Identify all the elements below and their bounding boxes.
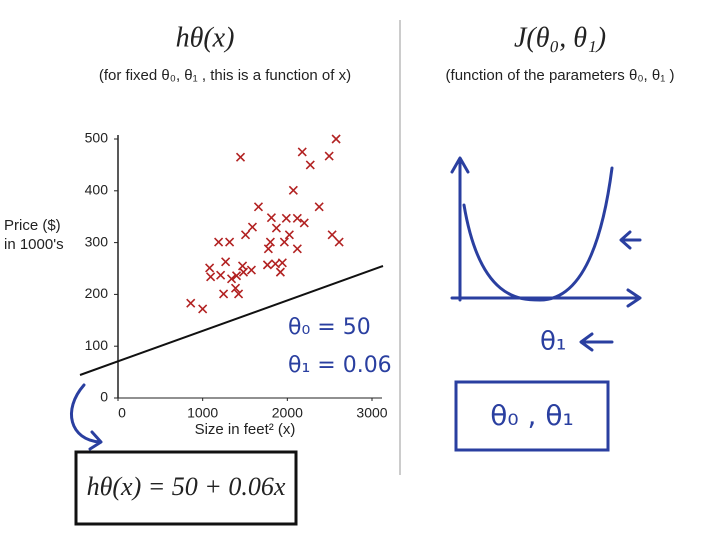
data-point bbox=[253, 202, 264, 212]
hypothesis-equation: hθ(x) = 50 + 0.06x bbox=[87, 472, 286, 501]
y-tick-label: 300 bbox=[85, 233, 109, 249]
data-point bbox=[292, 244, 302, 254]
data-point bbox=[230, 283, 241, 293]
y-tick-label: 500 bbox=[85, 130, 109, 146]
data-point bbox=[281, 213, 291, 223]
cost-y-axis bbox=[450, 156, 470, 302]
data-point bbox=[297, 147, 307, 157]
data-point bbox=[265, 237, 275, 247]
x-tick-label: 2000 bbox=[272, 405, 303, 421]
data-point bbox=[299, 218, 309, 228]
data-point bbox=[284, 230, 294, 240]
data-point bbox=[225, 237, 235, 247]
y-axis-label: in 1000's bbox=[4, 236, 64, 253]
data-point bbox=[331, 134, 341, 144]
data-point bbox=[271, 223, 281, 233]
data-point bbox=[246, 265, 257, 275]
y-tick-label: 200 bbox=[85, 285, 109, 301]
data-point bbox=[334, 237, 344, 247]
cost-arrow bbox=[619, 230, 642, 250]
y-tick-label: 100 bbox=[85, 337, 109, 353]
data-point bbox=[226, 274, 237, 284]
data-point bbox=[327, 230, 337, 240]
data-point bbox=[240, 230, 251, 240]
x-axis-label: Size in feet² (x) bbox=[195, 421, 296, 438]
y-tick-label: 0 bbox=[100, 389, 108, 405]
data-point bbox=[231, 271, 242, 281]
params-box bbox=[454, 380, 610, 452]
data-point bbox=[221, 257, 231, 267]
cost-subtitle: (function of the parameters θ₀, θ₁ ) bbox=[446, 67, 675, 84]
data-point bbox=[292, 213, 302, 223]
theta1-annotation: θ₁ = 0.06 bbox=[288, 353, 392, 378]
data-point bbox=[198, 304, 208, 314]
cost-title: J(θ₀, θ₁) bbox=[514, 22, 606, 53]
cost-x-label: θ₁ bbox=[540, 327, 566, 357]
data-point bbox=[235, 152, 246, 162]
cost-curve bbox=[462, 166, 614, 302]
data-point bbox=[219, 289, 229, 299]
x-tick-label: 0 bbox=[118, 405, 126, 421]
data-point bbox=[216, 270, 226, 280]
theta0-annotation: θ₀ = 50 bbox=[288, 315, 371, 340]
cost-x-axis bbox=[450, 288, 642, 308]
theta1-arrow bbox=[579, 332, 614, 352]
data-point bbox=[214, 237, 224, 247]
x-tick-label: 3000 bbox=[356, 405, 387, 421]
data-point bbox=[305, 160, 315, 170]
data-point bbox=[247, 222, 258, 232]
hypothesis-line bbox=[79, 265, 384, 376]
x-tick-label: 1000 bbox=[187, 405, 218, 421]
data-point bbox=[279, 237, 289, 247]
data-point bbox=[262, 260, 273, 270]
data-point bbox=[324, 151, 334, 161]
data-point bbox=[270, 259, 280, 269]
equation-box bbox=[74, 450, 298, 526]
chart-title: hθ(x) bbox=[176, 22, 235, 53]
data-point bbox=[233, 289, 244, 299]
chart-subtitle: (for fixed θ₀, θ₁ , this is a function o… bbox=[99, 67, 351, 84]
data-point bbox=[314, 202, 324, 212]
data-point bbox=[266, 213, 276, 223]
data-point bbox=[186, 298, 196, 308]
params-label: θ₀ , θ₁ bbox=[490, 399, 573, 432]
curved-arrow bbox=[69, 383, 103, 451]
data-point bbox=[288, 185, 298, 195]
data-point bbox=[238, 267, 249, 277]
data-point bbox=[205, 263, 215, 273]
y-tick-label: 400 bbox=[85, 182, 109, 198]
data-point bbox=[206, 272, 216, 282]
y-axis-label: Price ($) bbox=[4, 217, 61, 234]
data-point bbox=[275, 267, 285, 277]
data-point bbox=[263, 244, 273, 254]
